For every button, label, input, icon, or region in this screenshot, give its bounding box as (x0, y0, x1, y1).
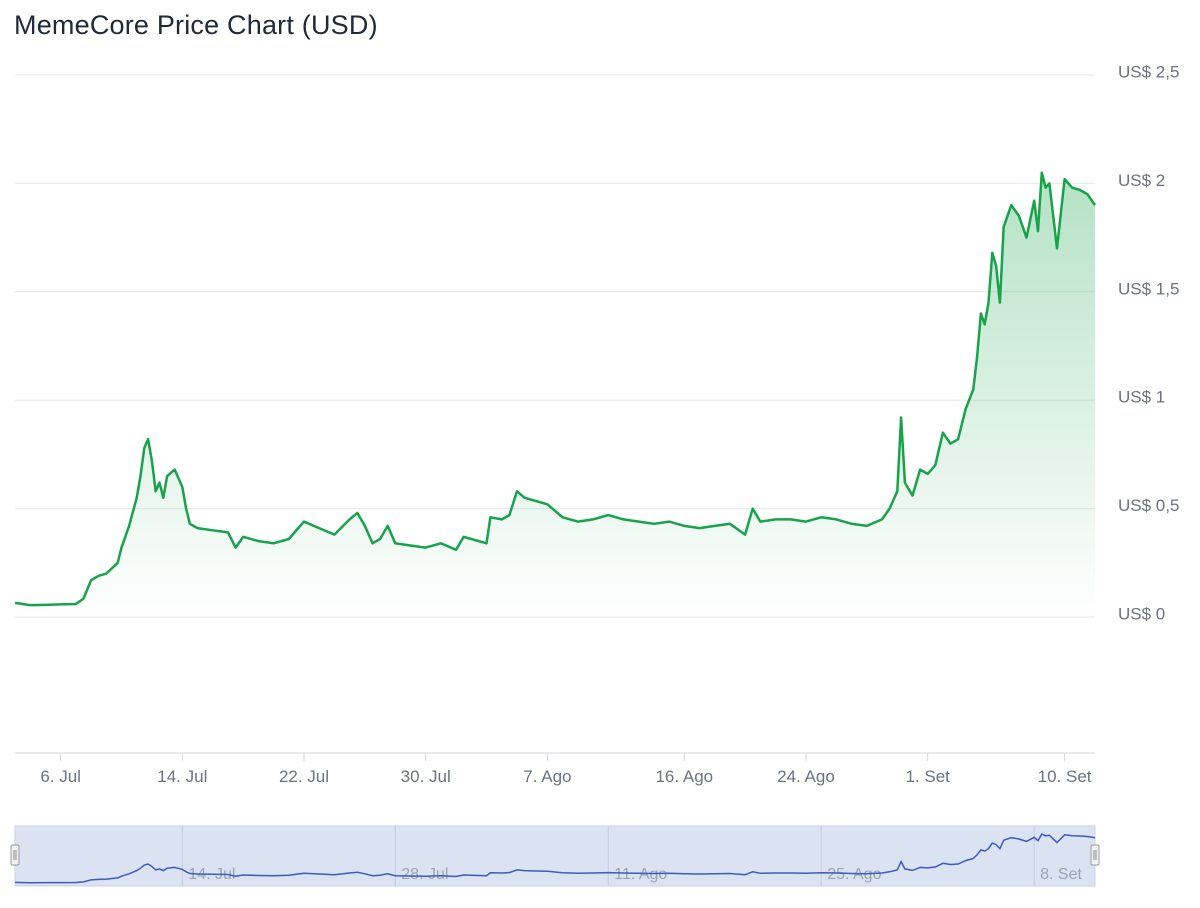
x-tick-label: 7. Ago (523, 767, 571, 786)
x-tick-label: 22. Jul (279, 767, 329, 786)
x-tick-label: 1. Set (905, 767, 950, 786)
x-tick-label: 10. Set (1038, 767, 1092, 786)
y-tick-label: US$ 0,5 (1118, 496, 1179, 515)
navigator-series-line (14, 833, 1096, 884)
y-tick-label: US$ 1,5 (1118, 279, 1179, 298)
x-tick-label: 24. Ago (777, 767, 835, 786)
y-tick-label: US$ 2 (1118, 171, 1165, 190)
x-tick-label: 30. Jul (401, 767, 451, 786)
navigator-window[interactable] (14, 825, 1096, 887)
navigator-tick-label: 8. Set (1040, 866, 1082, 883)
navigator-left-handle[interactable] (10, 844, 20, 866)
x-tick-label: 14. Jul (157, 767, 207, 786)
chart-title: MemeCore Price Chart (USD) (14, 10, 378, 40)
y-tick-label: US$ 0 (1118, 604, 1165, 623)
price-line[interactable] (14, 171, 1097, 607)
navigator-tick-label: 25. Ago (827, 866, 881, 883)
x-tick-label: 16. Ago (655, 767, 713, 786)
navigator-tick-label: 11. Ago (614, 866, 667, 883)
price-area-fill (15, 172, 1095, 617)
y-tick-label: US$ 1 (1118, 388, 1165, 407)
x-tick-label: 6. Jul (40, 767, 81, 786)
y-tick-label: US$ 2,5 (1118, 62, 1179, 81)
navigator-tick-label: 28. Jul (401, 866, 448, 883)
navigator-right-handle[interactable] (1090, 844, 1100, 866)
